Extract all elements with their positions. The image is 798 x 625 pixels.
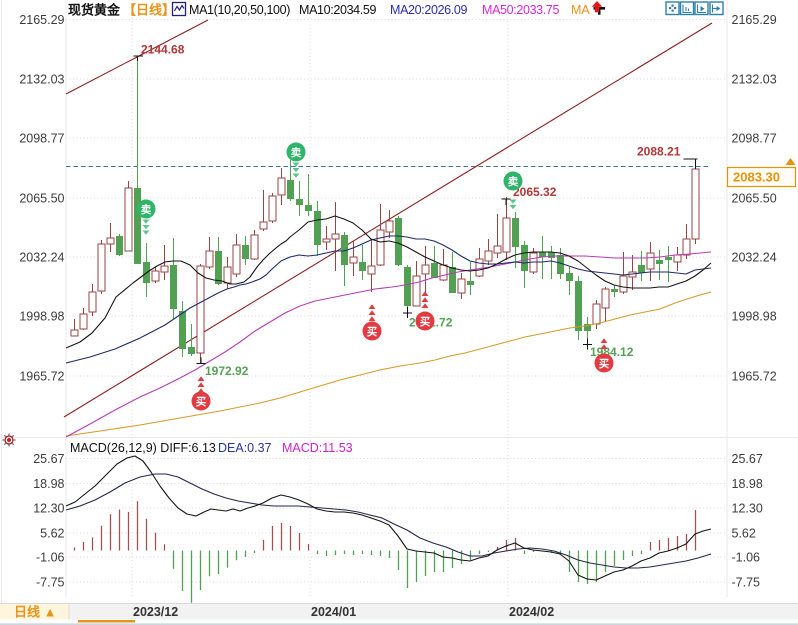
svg-text:1998.98: 1998.98 — [19, 310, 64, 324]
svg-text:5.62: 5.62 — [732, 527, 756, 541]
svg-text:18.98: 18.98 — [732, 477, 763, 491]
svg-text:买: 买 — [367, 326, 378, 338]
svg-text:12.30: 12.30 — [732, 502, 763, 516]
svg-text:MACD(26,12,9) DIFF:6.13: MACD(26,12,9) DIFF:6.13 — [70, 441, 216, 455]
svg-text:2065.50: 2065.50 — [732, 192, 777, 206]
svg-text:2024/01: 2024/01 — [311, 605, 356, 619]
svg-text:买: 买 — [420, 316, 431, 328]
svg-text:18.98: 18.98 — [33, 477, 64, 491]
svg-text:2144.68: 2144.68 — [141, 43, 185, 57]
svg-text:-7.75: -7.75 — [36, 576, 65, 590]
svg-text:-1.06: -1.06 — [36, 551, 65, 565]
svg-text:2032.24: 2032.24 — [732, 251, 777, 265]
svg-text:2032.24: 2032.24 — [19, 251, 64, 265]
svg-text:-7.75: -7.75 — [732, 576, 761, 590]
svg-text:1972.92: 1972.92 — [205, 364, 249, 378]
svg-text:1965.72: 1965.72 — [732, 370, 777, 384]
svg-text:12.30: 12.30 — [33, 502, 64, 516]
svg-text:2165.29: 2165.29 — [732, 13, 777, 27]
svg-text:MA10:2034.59: MA10:2034.59 — [299, 3, 377, 17]
svg-text:MA: MA — [571, 3, 590, 17]
svg-text:买: 买 — [599, 358, 610, 370]
svg-text:1998.98: 1998.98 — [732, 310, 777, 324]
svg-text:2023/12: 2023/12 — [133, 605, 178, 619]
svg-text:卖: 卖 — [291, 146, 302, 159]
svg-text:1965.72: 1965.72 — [19, 370, 64, 384]
svg-text:-1.06: -1.06 — [732, 551, 761, 565]
svg-text:DEA:0.37: DEA:0.37 — [218, 441, 272, 455]
svg-text:2098.77: 2098.77 — [732, 132, 777, 146]
svg-text:卖: 卖 — [508, 175, 519, 188]
svg-text:【日线】: 【日线】 — [123, 3, 175, 18]
svg-text:2088.21: 2088.21 — [637, 145, 681, 159]
svg-text:2024/02: 2024/02 — [509, 605, 554, 619]
svg-text:1984.12: 1984.12 — [590, 345, 634, 359]
svg-text:卖: 卖 — [141, 203, 152, 216]
svg-text:MA1(10,20,50,100): MA1(10,20,50,100) — [189, 3, 290, 17]
svg-text:2132.03: 2132.03 — [732, 73, 777, 87]
svg-text:25.67: 25.67 — [33, 452, 64, 466]
svg-text:买: 买 — [196, 396, 207, 408]
svg-text:日线 ▲: 日线 ▲ — [14, 605, 56, 620]
svg-text:2083.30: 2083.30 — [733, 170, 780, 185]
svg-text:MA50:2033.75: MA50:2033.75 — [482, 3, 560, 17]
svg-text:5.62: 5.62 — [40, 527, 64, 541]
svg-text:MACD:11.53: MACD:11.53 — [282, 441, 353, 455]
svg-text:2065.32: 2065.32 — [513, 185, 557, 199]
svg-text:2065.50: 2065.50 — [19, 192, 64, 206]
svg-text:25.67: 25.67 — [732, 452, 763, 466]
svg-text:MA20:2026.09: MA20:2026.09 — [390, 3, 468, 17]
svg-text:现货黄金: 现货黄金 — [68, 3, 121, 18]
svg-text:2132.03: 2132.03 — [19, 73, 64, 87]
svg-text:2165.29: 2165.29 — [19, 13, 64, 27]
svg-text:2098.77: 2098.77 — [19, 132, 64, 146]
